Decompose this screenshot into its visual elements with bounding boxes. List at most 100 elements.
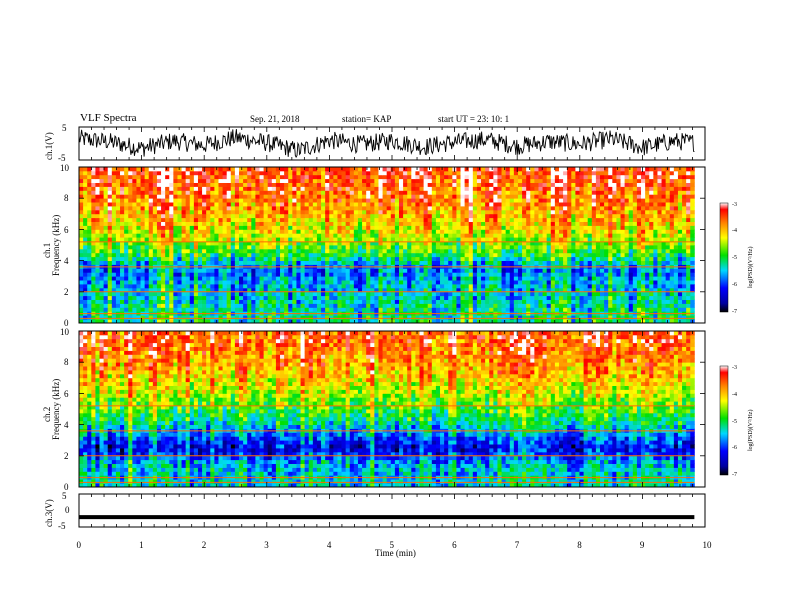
spectrogram-cell bbox=[567, 217, 572, 222]
spectrogram-cell bbox=[657, 287, 662, 293]
spectrogram-cell bbox=[152, 268, 158, 273]
spectrogram-cell bbox=[255, 284, 260, 289]
spectrogram-cell bbox=[431, 202, 437, 207]
spectrogram-cell bbox=[300, 198, 306, 203]
spectrogram-cell bbox=[604, 248, 609, 254]
spectrogram-cell bbox=[513, 233, 519, 238]
spectrogram-cell bbox=[575, 209, 580, 215]
spectrogram-cell bbox=[505, 268, 511, 273]
spectrogram-cell bbox=[690, 217, 695, 222]
spectrogram-cell bbox=[645, 260, 650, 265]
spectrogram-cell bbox=[677, 229, 683, 234]
spectrogram-cell bbox=[230, 295, 236, 300]
spectrogram-cell bbox=[275, 217, 281, 222]
spectrogram-cell bbox=[608, 256, 613, 261]
spectrogram-cell bbox=[140, 268, 146, 273]
spectrogram-cell bbox=[366, 295, 371, 300]
spectrogram-cell bbox=[411, 295, 416, 300]
spectrogram-cell bbox=[177, 291, 182, 297]
spectrogram-cell bbox=[271, 260, 277, 265]
spectrogram-cell bbox=[604, 268, 609, 273]
spectrogram-cell bbox=[189, 248, 195, 254]
spectrogram-cell bbox=[587, 260, 593, 265]
spectrogram-cell bbox=[87, 315, 92, 320]
spectrogram-cell bbox=[382, 268, 388, 273]
spectrogram-cell bbox=[353, 202, 359, 207]
spectrogram-cell bbox=[120, 256, 125, 261]
spectrogram-cell bbox=[591, 209, 597, 215]
spectrogram-cell bbox=[636, 202, 642, 207]
spectrogram-cell bbox=[259, 202, 265, 207]
spectrogram-cell bbox=[218, 256, 223, 261]
spectrogram-cell bbox=[632, 260, 638, 265]
spectrogram-cell bbox=[357, 256, 363, 261]
spectrogram-cell bbox=[526, 303, 531, 308]
spectrogram-cell bbox=[230, 221, 236, 226]
spectrogram-cell bbox=[571, 213, 576, 219]
spectrogram-cell bbox=[362, 256, 367, 261]
spectrogram-cell bbox=[374, 194, 379, 199]
spectrogram-cell bbox=[435, 315, 441, 320]
spectrogram-cell bbox=[509, 291, 515, 297]
spectrogram-cell bbox=[275, 202, 281, 207]
spectrogram-cell bbox=[501, 206, 507, 211]
spectrogram-cell bbox=[669, 245, 675, 250]
spectrogram-cell bbox=[165, 190, 170, 195]
spectrogram-cell bbox=[218, 303, 223, 308]
spectrogram-cell bbox=[419, 248, 424, 254]
spectrogram-cell bbox=[177, 256, 182, 261]
spectrogram-cell bbox=[271, 303, 277, 308]
spectrogram-cell bbox=[526, 237, 531, 242]
spectrogram-cell bbox=[107, 260, 113, 265]
spectrogram-cell bbox=[513, 276, 519, 281]
spectrogram-cell bbox=[431, 241, 437, 246]
station-label: station= KAP bbox=[342, 114, 391, 124]
spectrogram-cell bbox=[156, 284, 162, 289]
spectrogram-cell bbox=[509, 276, 515, 281]
spectrogram-cell bbox=[140, 233, 146, 238]
spectrogram-cell bbox=[571, 248, 576, 254]
spectrogram-cell bbox=[357, 209, 363, 215]
spectrogram-cell bbox=[292, 284, 297, 289]
spectrogram-cell bbox=[173, 287, 178, 293]
spectrogram-cell bbox=[677, 280, 683, 285]
spectrogram-cell bbox=[107, 284, 113, 289]
spectrogram-cell bbox=[267, 287, 273, 293]
spectrogram-cell bbox=[472, 307, 478, 312]
spectrogram-cell bbox=[604, 260, 609, 265]
spectrogram-cell bbox=[111, 295, 117, 300]
spectrogram-cell bbox=[575, 256, 580, 261]
spectrogram-cell bbox=[641, 291, 646, 297]
spectrogram-cell bbox=[280, 206, 285, 211]
spectrogram-cell bbox=[95, 213, 100, 219]
spectrogram-cell bbox=[243, 194, 248, 199]
spectrogram-cell bbox=[669, 295, 675, 300]
spectrogram-cell bbox=[107, 307, 113, 312]
spectrogram-cell bbox=[288, 280, 293, 285]
spectrogram-cell bbox=[333, 206, 338, 211]
spectrogram-cell bbox=[669, 260, 675, 265]
spectrogram-cell bbox=[202, 299, 207, 304]
spectrogram-cell bbox=[181, 229, 187, 234]
spectrogram-cell bbox=[403, 248, 408, 254]
spectrogram-cell bbox=[308, 198, 314, 203]
spectrogram-cell bbox=[530, 319, 535, 324]
spectrogram-cell bbox=[423, 245, 429, 250]
spectrogram-cell bbox=[448, 245, 453, 250]
spectrogram-cell bbox=[321, 284, 326, 289]
spectrogram-cell bbox=[206, 233, 211, 238]
spectrogram-cell bbox=[641, 276, 646, 281]
spectrogram-cell bbox=[558, 307, 564, 312]
spectrogram-cell bbox=[542, 272, 548, 277]
spectrogram-cell bbox=[115, 295, 121, 300]
spectrogram-cell bbox=[554, 280, 560, 285]
spectrogram-cell bbox=[259, 233, 265, 238]
spectrogram-cell bbox=[288, 319, 293, 324]
spectrogram-cell bbox=[316, 272, 322, 277]
spectrogram-cell bbox=[267, 284, 273, 289]
spectrogram-cell bbox=[604, 209, 609, 215]
spectrogram-cell bbox=[152, 217, 158, 222]
spectrogram-cell bbox=[226, 237, 232, 242]
spectrogram-cell bbox=[181, 287, 187, 293]
spectrogram-cell bbox=[530, 241, 535, 246]
